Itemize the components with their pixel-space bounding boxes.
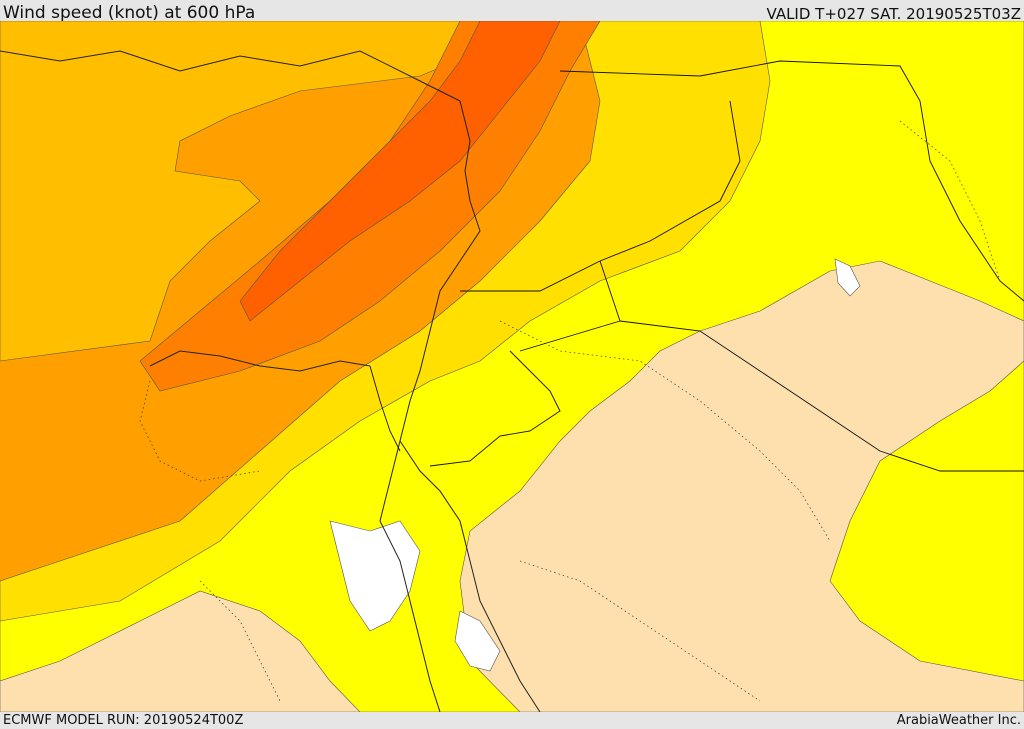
map-canvas bbox=[0, 21, 1024, 712]
provider-label: ArabiaWeather Inc. bbox=[896, 713, 1021, 728]
model-run-label: ECMWF MODEL RUN: 20190524T00Z bbox=[3, 713, 244, 728]
valid-time-label: VALID T+027 SAT. 20190525T03Z bbox=[766, 5, 1021, 23]
internal-boundaries bbox=[139, 120, 1001, 702]
calm-patch-lake bbox=[834, 258, 861, 297]
footer-bar: ECMWF MODEL RUN: 20190524T00Z ArabiaWeat… bbox=[0, 712, 1024, 729]
borders bbox=[369, 60, 1024, 472]
map-title: Wind speed (knot) at 600 hPa bbox=[3, 3, 256, 23]
calm-patch-south bbox=[454, 610, 501, 672]
band-storm bbox=[239, 21, 561, 322]
band-light-southwest bbox=[0, 590, 361, 712]
header-bar: Wind speed (knot) at 600 hPa VALID T+027… bbox=[0, 0, 1024, 23]
wind-speed-map bbox=[0, 21, 1024, 712]
band-light-east bbox=[459, 260, 1024, 712]
coastlines bbox=[0, 50, 541, 712]
calm-patch-north bbox=[329, 520, 421, 632]
